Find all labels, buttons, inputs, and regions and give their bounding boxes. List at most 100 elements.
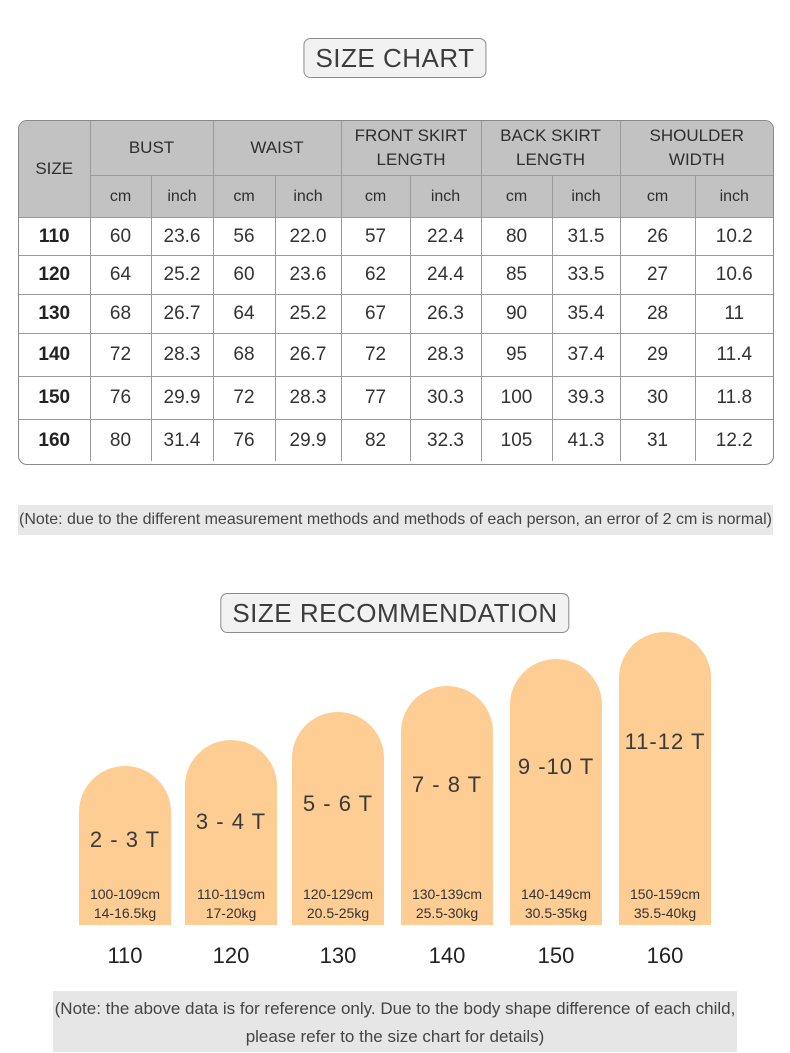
recommended-size-label: 140 — [428, 943, 466, 968]
table-cell: 100 — [480, 376, 553, 420]
header-shoulder-width: SHOULDER WIDTH — [619, 121, 773, 176]
weight-range-label: 35.5-40kg — [633, 905, 697, 921]
table-cell: 31.4 — [150, 419, 214, 461]
unit-cell: inch — [551, 175, 621, 218]
weight-range-label: 20.5-25kg — [306, 905, 370, 921]
table-cell: 35.4 — [551, 294, 621, 334]
measurement-note: (Note: due to the different measurement … — [18, 505, 773, 535]
table-cell: 37.4 — [551, 333, 621, 377]
table-cell: 22.0 — [274, 217, 342, 256]
size-arch: 3 - 4 T 110-119cm 17-20kg — [185, 740, 277, 925]
unit-cell: inch — [274, 175, 342, 218]
header-size: SIZE — [19, 121, 91, 218]
row-size-cell: 120 — [19, 255, 91, 295]
table-cell: 72 — [212, 376, 276, 420]
table-cell: 39.3 — [551, 376, 621, 420]
age-range-label: 5 - 6 T — [302, 791, 374, 816]
table-cell: 57 — [340, 217, 411, 256]
table-cell: 31.5 — [551, 217, 621, 256]
height-range-label: 140-149cm — [520, 886, 592, 902]
weight-range-label: 30.5-35kg — [524, 905, 588, 921]
table-cell: 11.8 — [694, 376, 773, 420]
table-cell: 24.4 — [409, 255, 482, 295]
table-cell: 23.6 — [274, 255, 342, 295]
table-row: 160 80 31.4 76 29.9 82 32.3 105 41.3 31 12.2 — [19, 419, 773, 461]
height-range-label: 150-159cm — [629, 886, 701, 902]
table-cell: 28 — [619, 294, 696, 334]
table-cell: 60 — [212, 255, 276, 295]
table-cell: 64 — [212, 294, 276, 334]
table-cell: 32.3 — [409, 419, 482, 461]
table-cell: 26.7 — [150, 294, 214, 334]
height-range-label: 120-129cm — [302, 886, 374, 902]
table-cell: 67 — [340, 294, 411, 334]
row-size-cell: 130 — [19, 294, 91, 334]
unit-cell: inch — [150, 175, 214, 218]
unit-cell: inch — [694, 175, 773, 218]
table-cell: 105 — [480, 419, 553, 461]
table-cell: 29.9 — [150, 376, 214, 420]
table-cell: 22.4 — [409, 217, 482, 256]
size-arch: 9 -10 T 140-149cm 30.5-35kg — [510, 659, 602, 925]
table-cell: 62 — [340, 255, 411, 295]
table-cell: 10.6 — [694, 255, 773, 295]
reference-note-line-2: please refer to the size chart for detai… — [245, 1027, 545, 1046]
table-cell: 28.3 — [409, 333, 482, 377]
row-size-cell: 110 — [19, 217, 91, 256]
age-range-label: 3 - 4 T — [195, 809, 267, 834]
age-range-label: 7 - 8 T — [411, 772, 483, 797]
table-cell: 82 — [340, 419, 411, 461]
table-row: 140 72 28.3 68 26.7 72 28.3 95 37.4 29 11.4 — [19, 333, 773, 377]
table-cell: 76 — [212, 419, 276, 461]
weight-range-label: 17-20kg — [205, 905, 257, 921]
table-cell: 10.2 — [694, 217, 773, 256]
table-cell: 56 — [212, 217, 276, 256]
header-waist: WAIST — [212, 121, 342, 176]
table-cell: 29.9 — [274, 419, 342, 461]
table-row: 130 68 26.7 64 25.2 67 26.3 90 35.4 28 11 — [19, 294, 773, 334]
table-cell: 31 — [619, 419, 696, 461]
size-chart-table: SIZE BUST WAIST FRONT SKIRT LENGTH BACK … — [18, 120, 774, 465]
table-cell: 90 — [480, 294, 553, 334]
table-cell: 26.7 — [274, 333, 342, 377]
table-row: 110 60 23.6 56 22.0 57 22.4 80 31.5 26 10.2 — [19, 217, 773, 256]
age-range-label: 2 - 3 T — [89, 827, 161, 852]
height-range-label: 130-139cm — [411, 886, 483, 902]
table-cell: 72 — [340, 333, 411, 377]
row-size-cell: 140 — [19, 333, 91, 377]
table-cell: 30 — [619, 376, 696, 420]
reference-note: (Note: the above data is for reference o… — [53, 991, 737, 1052]
unit-cell: cm — [340, 175, 411, 218]
size-chart-title: SIZE CHART — [303, 38, 487, 78]
table-cell: 64 — [89, 255, 152, 295]
recommended-size-label: 160 — [646, 943, 684, 968]
table-row: 150 76 29.9 72 28.3 77 30.3 100 39.3 30 11.8 — [19, 376, 773, 420]
table-cell: 28.3 — [274, 376, 342, 420]
table-cell: 29 — [619, 333, 696, 377]
size-arch: 5 - 6 T 120-129cm 20.5-25kg — [292, 712, 384, 925]
table-cell: 33.5 — [551, 255, 621, 295]
table-cell: 85 — [480, 255, 553, 295]
table-cell: 27 — [619, 255, 696, 295]
size-recommendation-title: SIZE RECOMMENDATION — [220, 593, 570, 633]
table-cell: 77 — [340, 376, 411, 420]
weight-range-label: 14-16.5kg — [93, 905, 157, 921]
row-size-cell: 150 — [19, 376, 91, 420]
header-back-skirt-length: BACK SKIRT LENGTH — [480, 121, 621, 176]
table-row: 120 64 25.2 60 23.6 62 24.4 85 33.5 27 10.6 — [19, 255, 773, 295]
table-cell: 76 — [89, 376, 152, 420]
table-cell: 41.3 — [551, 419, 621, 461]
table-cell: 26 — [619, 217, 696, 256]
height-range-label: 110-119cm — [197, 886, 265, 902]
unit-cell: inch — [409, 175, 482, 218]
header-bust: BUST — [89, 121, 214, 176]
table-cell: 95 — [480, 333, 553, 377]
table-cell: 25.2 — [274, 294, 342, 334]
size-arch: 2 - 3 T 100-109cm 14-16.5kg — [79, 766, 171, 925]
recommended-size-label: 120 — [212, 943, 250, 968]
weight-range-label: 25.5-30kg — [415, 905, 479, 921]
recommended-size-label: 150 — [537, 943, 575, 968]
unit-cell: cm — [90, 175, 152, 218]
table-cell: 23.6 — [150, 217, 214, 256]
table-cell: 72 — [89, 333, 152, 377]
